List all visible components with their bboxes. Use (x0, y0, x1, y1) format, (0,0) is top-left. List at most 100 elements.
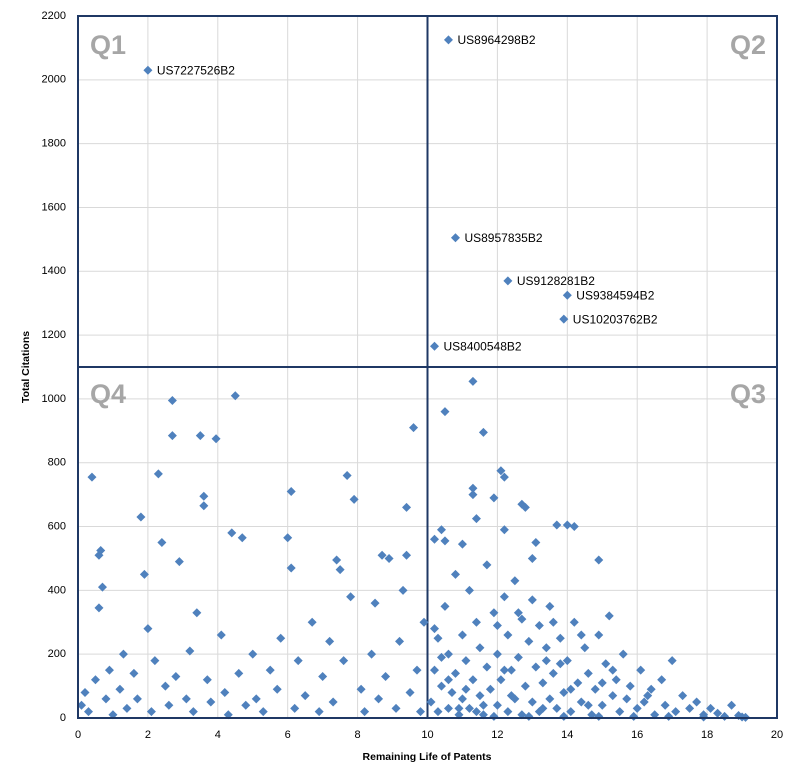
point (548, 617, 558, 627)
point (429, 665, 439, 675)
point (590, 684, 600, 694)
point (482, 560, 492, 570)
point (349, 494, 359, 504)
x-tick-label: 2 (145, 729, 151, 741)
point (318, 672, 328, 682)
point (468, 675, 478, 685)
point (566, 707, 576, 717)
point (468, 483, 478, 493)
y-tick-label: 1200 (42, 329, 66, 341)
point (237, 533, 247, 543)
point (129, 668, 139, 678)
point (541, 656, 551, 666)
point (573, 678, 583, 688)
point (485, 684, 495, 694)
point (436, 525, 446, 535)
point (457, 630, 467, 640)
point (597, 700, 607, 710)
point (164, 700, 174, 710)
quadrant-label: Q3 (730, 379, 766, 409)
point (496, 466, 506, 476)
point (580, 643, 590, 653)
point (471, 707, 481, 717)
point (429, 624, 439, 634)
point (475, 643, 485, 653)
point (115, 684, 125, 694)
point (211, 434, 221, 444)
point (552, 520, 562, 530)
y-tick-label: 800 (48, 457, 66, 469)
point (646, 684, 656, 694)
point (496, 675, 506, 685)
point (450, 569, 460, 579)
point (503, 707, 513, 717)
point (513, 608, 523, 618)
point (639, 697, 649, 707)
point (118, 649, 128, 659)
point (667, 656, 677, 666)
point (335, 565, 345, 575)
point (608, 691, 618, 701)
point (101, 694, 111, 704)
y-tick-label: 1800 (42, 138, 66, 150)
point (76, 700, 86, 710)
point (195, 431, 205, 441)
point (241, 700, 251, 710)
x-tick-label: 4 (215, 729, 221, 741)
point (402, 502, 412, 512)
point (657, 675, 667, 685)
point (398, 585, 408, 595)
point (671, 707, 681, 717)
point (534, 620, 544, 630)
point (625, 681, 635, 691)
point (96, 545, 106, 555)
point (104, 665, 114, 675)
point (283, 533, 293, 543)
point (478, 427, 488, 437)
point (325, 636, 335, 646)
point (506, 665, 516, 675)
point (139, 569, 149, 579)
x-tick-label: 16 (631, 729, 643, 741)
point (517, 614, 527, 624)
point (206, 697, 216, 707)
point (412, 665, 422, 675)
point (356, 684, 366, 694)
point (611, 675, 621, 685)
point (471, 617, 481, 627)
point (346, 592, 356, 602)
point (83, 707, 93, 717)
point (426, 697, 436, 707)
point (457, 694, 467, 704)
point (569, 522, 579, 532)
point (545, 601, 555, 611)
point (419, 617, 429, 627)
point (80, 687, 90, 697)
point (433, 707, 443, 717)
point (450, 233, 460, 243)
point (443, 703, 453, 713)
point (457, 539, 467, 549)
point (429, 534, 439, 544)
point (562, 290, 572, 300)
point (685, 703, 695, 713)
point (143, 65, 153, 75)
point (576, 697, 586, 707)
point (251, 694, 261, 704)
point (286, 563, 296, 573)
y-tick-label: 1600 (42, 201, 66, 213)
x-tick-label: 8 (355, 729, 361, 741)
point (576, 630, 586, 640)
point (402, 550, 412, 560)
point (559, 687, 569, 697)
point (440, 536, 450, 546)
point (185, 646, 195, 656)
point (499, 525, 509, 535)
point (167, 431, 177, 441)
point (510, 576, 520, 586)
point (409, 423, 419, 433)
point (188, 707, 198, 717)
x-tick-label: 12 (491, 729, 503, 741)
point (678, 691, 688, 701)
point (436, 652, 446, 662)
